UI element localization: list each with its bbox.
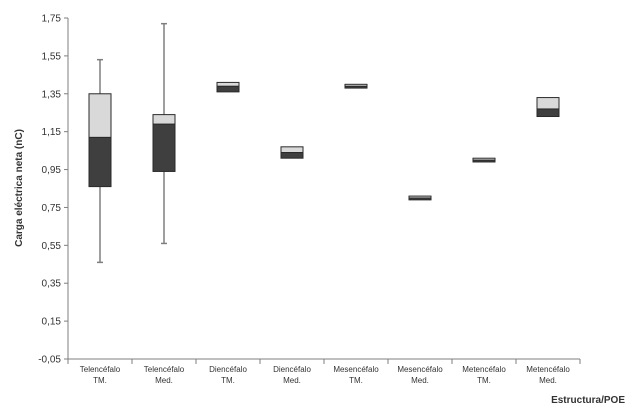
upper-box — [152, 114, 176, 125]
x-tick-label: Telencéfalo — [144, 365, 185, 374]
x-tick-label: TM. — [221, 376, 235, 385]
upper-box — [408, 195, 432, 199]
box-5 — [344, 83, 368, 89]
box-6 — [408, 195, 432, 201]
lower-box — [88, 136, 112, 188]
box-4 — [280, 146, 304, 159]
x-tick-label: Med. — [283, 376, 301, 385]
x-axis: Telencéfalo TM. Telencéfalo Med. Diencéfalo T… — [67, 358, 581, 385]
y-axis-label: Carga eléctrica neta (nC) — [14, 129, 25, 247]
x-tick-label: Med. — [411, 376, 429, 385]
x-tick-label: Med. — [155, 376, 173, 385]
lower-box — [216, 85, 240, 93]
upper-box — [216, 81, 240, 87]
y-axis: -0,05 0,15 0,35 0,55 0,75 0,95 1,15 1,35 1,55 1,7… — [38, 14, 69, 366]
lower-box — [280, 152, 304, 159]
y-tick-label: 0,35 — [42, 279, 62, 290]
x-tick-label: TM. — [93, 376, 107, 385]
upper-box — [280, 146, 304, 154]
y-tick-label: 0,55 — [42, 241, 62, 252]
y-tick-label: 1,15 — [42, 127, 62, 138]
y-tick-label: -0,05 — [38, 355, 61, 366]
box-8 — [536, 97, 560, 118]
upper-box — [88, 93, 112, 138]
x-axis-label: Estructura/POE — [551, 395, 625, 406]
box-3 — [216, 81, 240, 93]
x-tick-label: Diencéfalo — [209, 365, 247, 374]
y-tick-label: 0,95 — [42, 165, 62, 176]
x-tick-label: TM. — [349, 376, 363, 385]
lower-box — [536, 108, 560, 118]
box-7 — [472, 157, 496, 163]
upper-box — [472, 157, 496, 161]
upper-box — [536, 97, 560, 110]
y-tick-label: 1,75 — [42, 14, 62, 25]
upper-box — [344, 83, 368, 87]
x-tick-label: Med. — [539, 376, 557, 385]
y-tick-label: 1,55 — [42, 51, 62, 62]
y-tick-label: 0,75 — [42, 203, 62, 214]
x-tick-label: Mesencéfalo — [397, 365, 443, 374]
x-tick-label: Metencéfalo — [526, 365, 570, 374]
box-1 — [88, 58, 112, 264]
x-tick-label: Telencéfalo — [80, 365, 121, 374]
x-tick-label: Metencéfalo — [462, 365, 506, 374]
x-tick-label: Mesencéfalo — [333, 365, 379, 374]
y-tick-label: 1,35 — [42, 89, 62, 100]
lower-box — [152, 123, 176, 172]
box-series — [88, 22, 560, 264]
box-2 — [152, 22, 176, 245]
y-tick-label: 0,15 — [42, 317, 62, 328]
x-tick-label: TM. — [477, 376, 491, 385]
x-tick-label: Diencéfalo — [273, 365, 311, 374]
